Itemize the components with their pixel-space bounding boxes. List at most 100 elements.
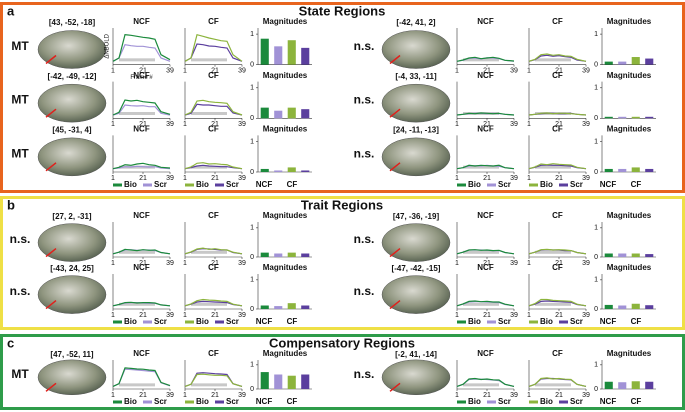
- bar: [287, 107, 296, 119]
- bar: [287, 252, 296, 257]
- panel-title: Compensatory Regions: [269, 335, 415, 350]
- bar: [618, 168, 627, 172]
- bar: [287, 167, 296, 172]
- chart-title: Magnitudes: [607, 349, 652, 358]
- line-bio: [184, 373, 243, 387]
- bar: [287, 303, 296, 309]
- stimulus-block: [119, 302, 155, 306]
- arrow: [389, 382, 401, 392]
- legend-label: Bio: [124, 317, 137, 326]
- y-tick-label: 0: [594, 386, 598, 393]
- x-tick-label: 39: [166, 175, 174, 182]
- y-tick-label: 1: [250, 277, 254, 284]
- y-tick-label: 1: [594, 362, 598, 369]
- stimulus-block: [463, 250, 499, 254]
- chart-title: NCF: [133, 71, 150, 80]
- bar: [274, 306, 283, 309]
- line-bio: [528, 377, 587, 387]
- x-tick-label: 39: [166, 392, 174, 399]
- x-tick-label: 1: [455, 175, 459, 182]
- x-tick-label: 1: [527, 121, 531, 128]
- chart-title: CF: [208, 124, 219, 133]
- x-tick-label: 1: [527, 312, 531, 319]
- line-bio: [456, 164, 515, 170]
- x-tick-label: 39: [238, 260, 246, 267]
- bar: [274, 253, 283, 257]
- region-label: n.s.: [354, 232, 375, 246]
- region-coords: [47, -36, -19]: [393, 212, 440, 221]
- x-tick-label: 39: [238, 175, 246, 182]
- bar: [301, 170, 310, 172]
- x-tick-label: 21: [139, 260, 147, 267]
- x-tick-label: 21: [483, 175, 491, 182]
- chart-title: NCF: [477, 17, 494, 26]
- stimulus-block: [119, 383, 155, 387]
- legend-label: Bio: [468, 317, 481, 326]
- stimulus-block: [463, 58, 499, 62]
- stimulus-block: [119, 165, 155, 169]
- brain: [37, 30, 107, 69]
- stimulus-block: [119, 250, 155, 254]
- chart-title: CF: [552, 349, 563, 358]
- x-tick-label: 21: [483, 121, 491, 128]
- bar: [631, 303, 640, 309]
- arrow: [389, 108, 401, 118]
- brain: [381, 275, 451, 314]
- region-coords: [-4, 33, -11]: [395, 72, 437, 81]
- line-bio: [456, 249, 515, 255]
- line-bio: [528, 248, 587, 255]
- mag-category: CF: [631, 317, 642, 326]
- x-tick-label: 39: [510, 68, 518, 75]
- legend-label: Scr: [498, 397, 511, 406]
- stimulus-block: [191, 302, 227, 306]
- x-tick-label: 21: [555, 392, 563, 399]
- chart-title: NCF: [133, 349, 150, 358]
- region-coords: [45, -31, 4]: [52, 125, 91, 134]
- x-tick-label: 21: [483, 312, 491, 319]
- line-bio: [184, 298, 243, 307]
- panel-border: [0, 196, 685, 330]
- legend-label: Bio: [540, 180, 553, 189]
- y-tick-label: 1: [250, 85, 254, 92]
- mag-category: NCF: [600, 317, 617, 326]
- x-tick-label: 21: [483, 260, 491, 267]
- line-bio: [184, 99, 243, 116]
- stimulus-block: [535, 58, 571, 62]
- stimulus-block: [191, 165, 227, 169]
- bar: [618, 305, 627, 309]
- x-tick-label: 1: [111, 260, 115, 267]
- x-tick-label: 21: [139, 121, 147, 128]
- stimulus-block: [119, 58, 155, 62]
- stimulus-block: [191, 58, 227, 62]
- chart-title: Magnitudes: [263, 263, 308, 272]
- x-tick-label: 21: [555, 175, 563, 182]
- x-tick-label: 39: [510, 392, 518, 399]
- x-tick-label: 39: [582, 260, 590, 267]
- legend-label: Scr: [570, 180, 583, 189]
- chart-title: Magnitudes: [263, 17, 308, 26]
- y-tick-label: 0: [594, 62, 598, 69]
- bar: [260, 305, 269, 309]
- legend-label: Bio: [540, 397, 553, 406]
- mag-category: CF: [287, 317, 298, 326]
- chart-title: NCF: [133, 124, 150, 133]
- line-bio: [112, 99, 171, 116]
- x-tick-label: 1: [111, 175, 115, 182]
- bar: [618, 253, 627, 257]
- bar: [631, 253, 640, 257]
- line-bio: [456, 112, 515, 116]
- chart-title: CF: [208, 263, 219, 272]
- legend-label: Scr: [498, 180, 511, 189]
- region-label: n.s.: [354, 146, 375, 160]
- line-scr: [112, 165, 171, 170]
- chart-title: CF: [552, 17, 563, 26]
- bar: [604, 61, 613, 65]
- chart-title: Magnitudes: [263, 211, 308, 220]
- legend-label: Scr: [570, 317, 583, 326]
- chart-title: Magnitudes: [607, 17, 652, 26]
- x-tick-label: 21: [139, 175, 147, 182]
- bar: [645, 58, 654, 65]
- y-tick-label: 1: [594, 225, 598, 232]
- chart-title: NCF: [133, 263, 150, 272]
